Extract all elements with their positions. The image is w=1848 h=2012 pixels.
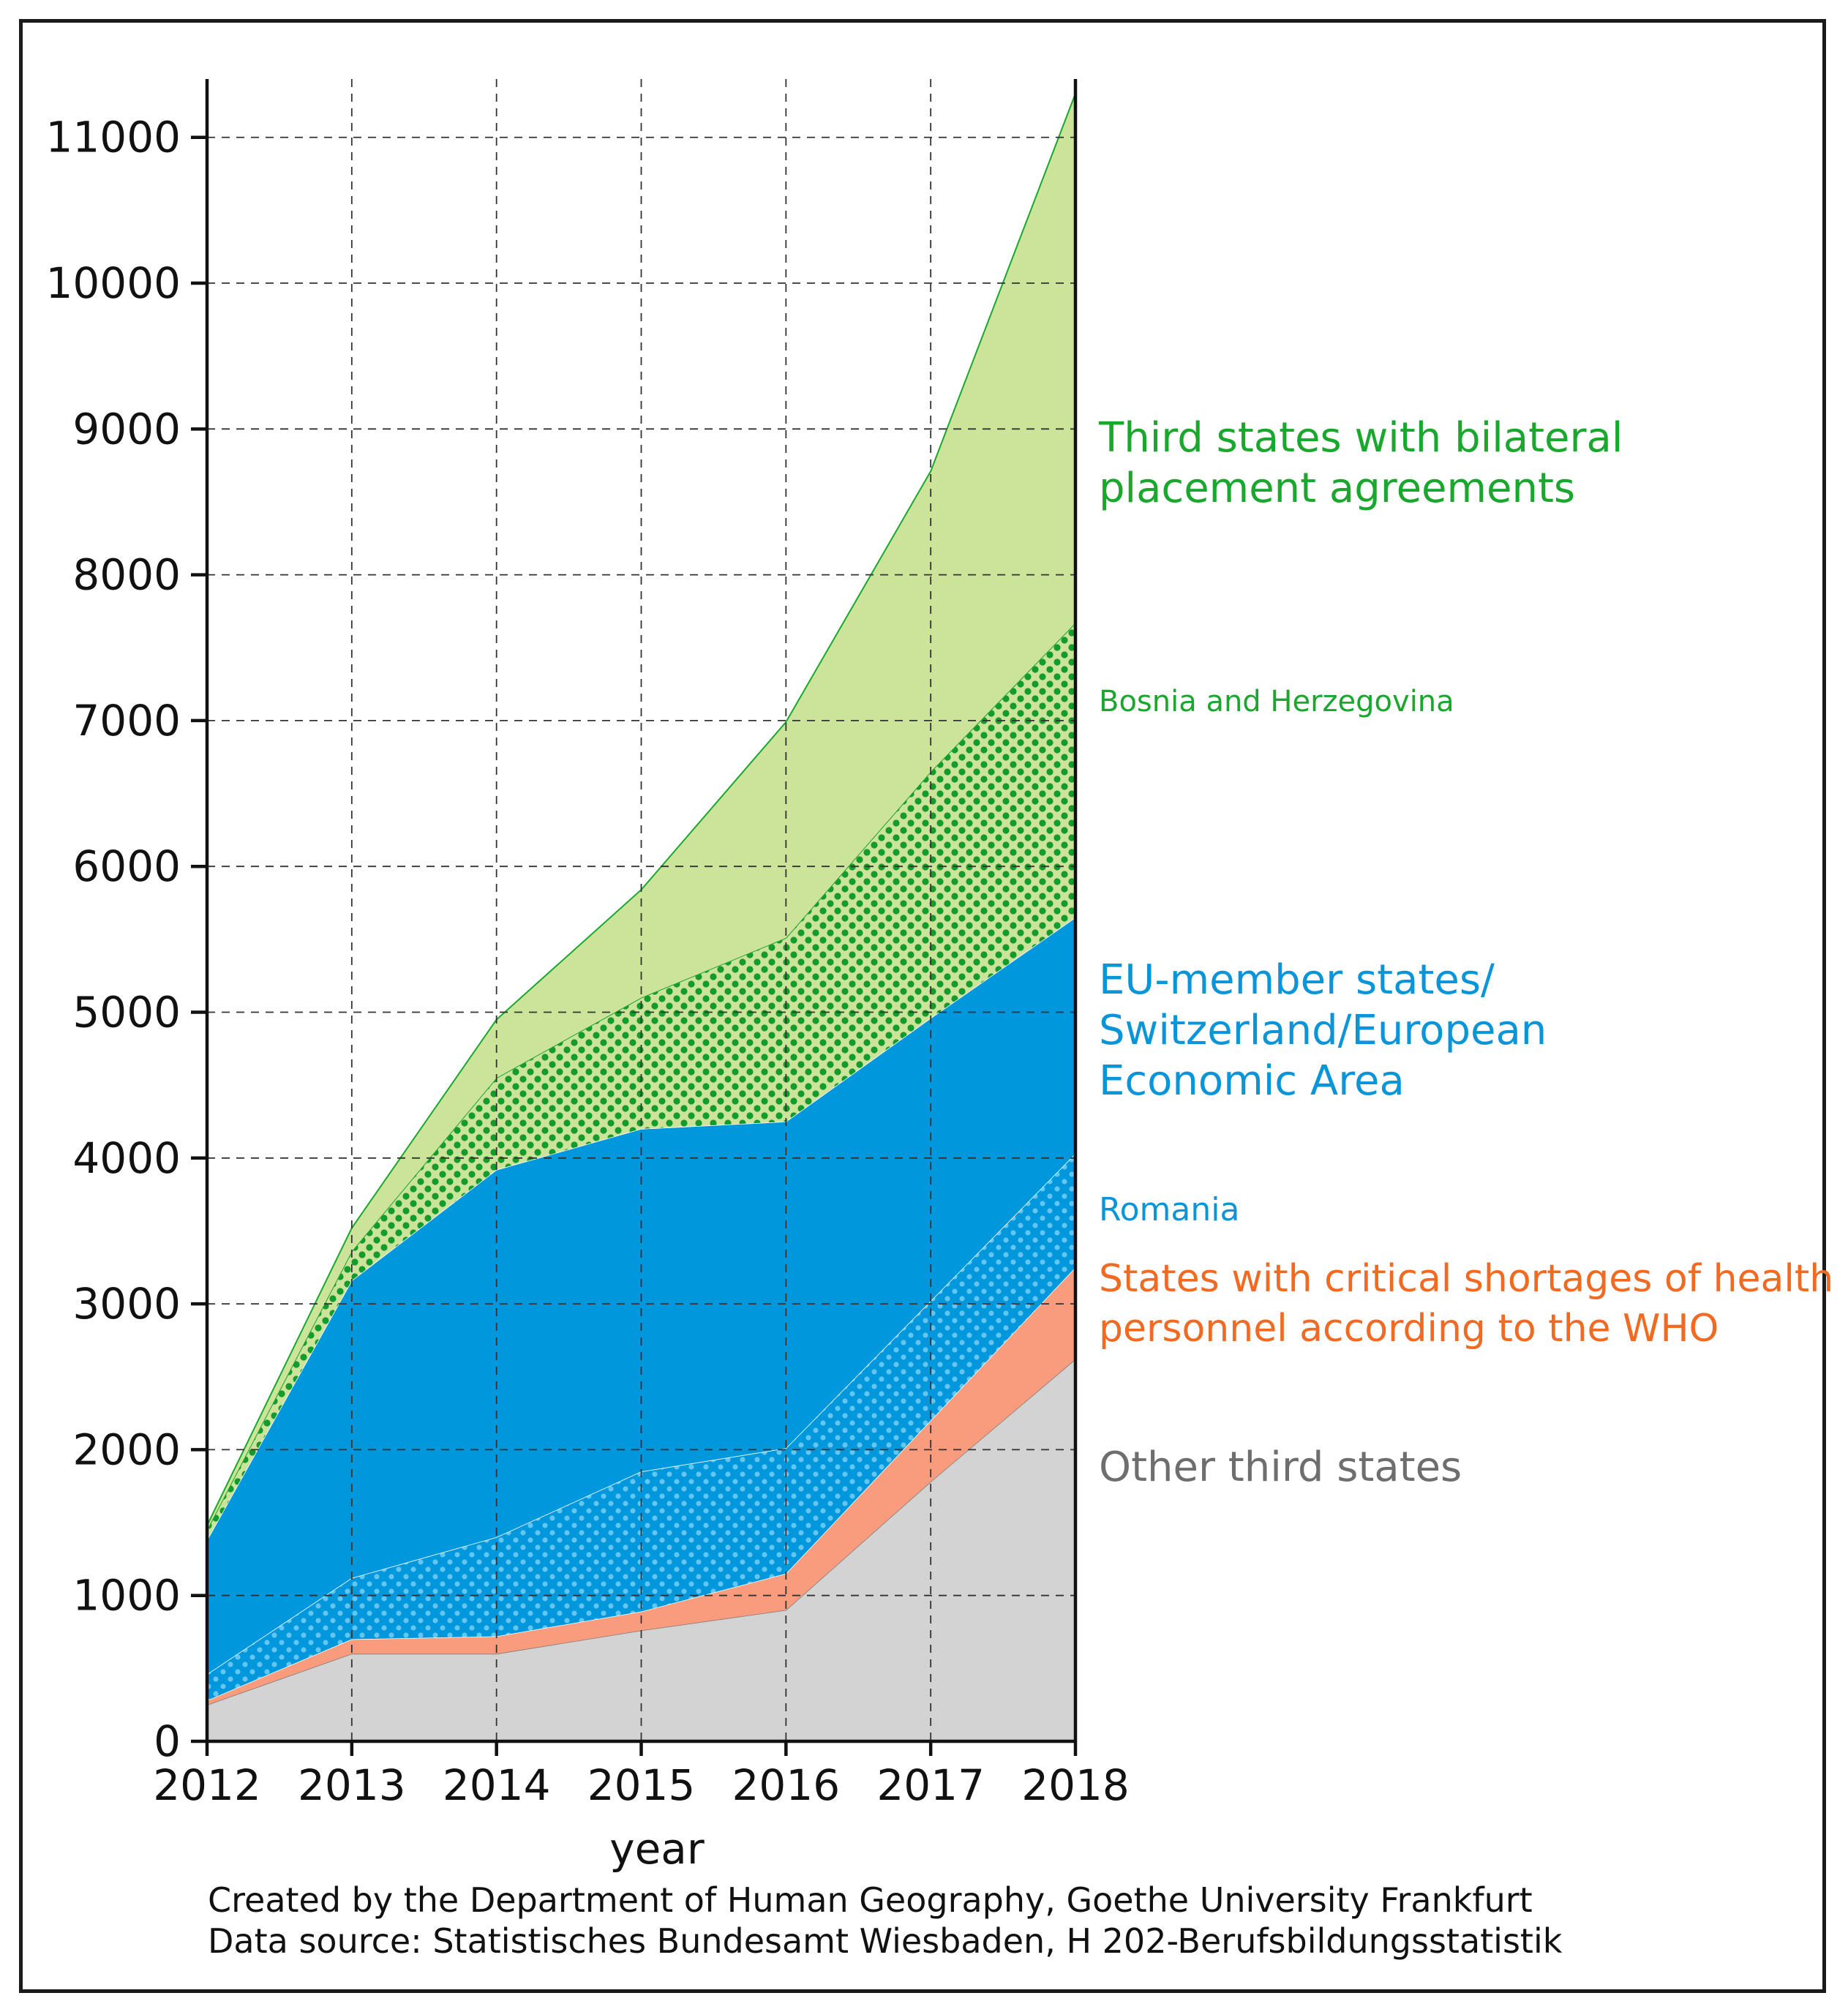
y-tick-label: 6000 [72,841,181,891]
y-axis-ticks: 0 1000 2000 3000 4000 5000 6000 7000 8000 9000 100… [45,113,207,1766]
area-other [207,1359,1075,1741]
y-tick-label: 8000 [72,550,181,600]
x-tick-label: 2017 [876,1760,985,1810]
legend-eu-line2: Switzerland/European [1099,1007,1547,1054]
x-tick-label: 2014 [443,1760,551,1810]
legend-eu-line1: EU-member states/ [1099,956,1495,1004]
x-tick-label: 2018 [1021,1760,1130,1810]
legend-third-states-line2: placement agreements [1099,465,1575,512]
legend: Third states with bilateral placement ag… [1098,414,1833,1491]
y-tick-label: 9000 [72,404,181,454]
footer-source: Data source: Statistisches Bundesamt Wie… [208,1921,1563,1961]
legend-who-line2: personnel according to the WHO [1099,1307,1719,1351]
x-tick-label: 2012 [153,1760,261,1810]
gridlines [207,79,1075,1741]
y-tick-label: 4000 [72,1133,181,1183]
legend-who-line1: States with critical shortages of health [1099,1257,1833,1301]
y-tick-label: 2000 [72,1424,181,1474]
y-tick-label: 11000 [45,113,181,162]
legend-eu-line3: Economic Area [1099,1057,1405,1105]
area-romania [207,1153,1075,1701]
x-tick-label: 2016 [732,1760,841,1810]
footer-credit: Created by the Department of Human Geogr… [208,1880,1533,1920]
legend-third-states-line1: Third states with bilateral [1098,414,1623,462]
x-tick-label: 2013 [298,1760,406,1810]
y-tick-label: 1000 [72,1571,181,1621]
x-axis-ticks: 2012 2013 2014 2015 2016 2017 2018 [153,1741,1130,1810]
y-tick-label: 0 [154,1716,181,1766]
x-tick-label: 2015 [587,1760,696,1810]
legend-romania: Romania [1099,1191,1239,1228]
x-axis-title: year [609,1824,705,1874]
y-tick-label: 10000 [45,258,181,308]
legend-bosnia: Bosnia and Herzegovina [1099,685,1454,718]
y-tick-label: 7000 [72,696,181,746]
legend-other: Other third states [1099,1444,1462,1491]
y-tick-label: 5000 [72,988,181,1037]
chart-frame [19,19,1826,1993]
y-tick-label: 3000 [72,1279,181,1329]
